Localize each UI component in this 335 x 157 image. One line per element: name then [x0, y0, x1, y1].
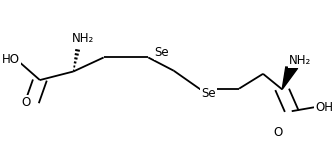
Text: NH₂: NH₂	[72, 32, 94, 45]
Text: O: O	[21, 96, 31, 109]
Text: O: O	[273, 126, 283, 139]
Text: HO: HO	[2, 53, 20, 66]
Text: OH: OH	[315, 101, 333, 114]
Text: Se: Se	[155, 46, 169, 59]
Polygon shape	[282, 67, 298, 89]
Text: NH₂: NH₂	[288, 54, 311, 67]
Text: Se: Se	[201, 87, 215, 100]
